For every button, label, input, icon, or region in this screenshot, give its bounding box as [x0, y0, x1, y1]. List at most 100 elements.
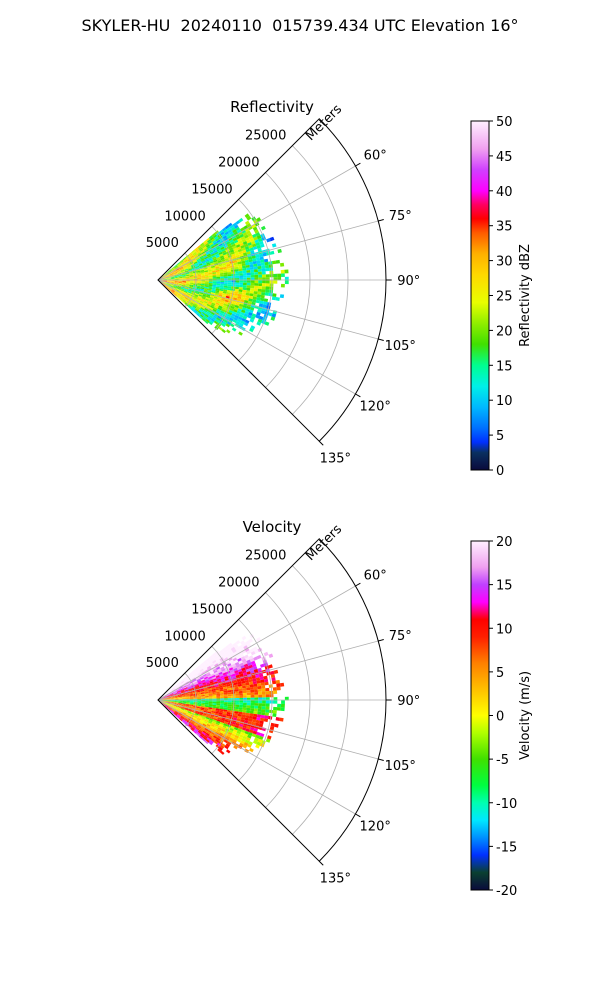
echo-cell: [231, 721, 237, 725]
echo-cell: [169, 272, 174, 275]
echo-cell: [218, 242, 223, 247]
echo-cell: [163, 280, 168, 281]
echo-cell: [212, 654, 218, 659]
echo-cell: [204, 661, 208, 666]
echo-cell: [276, 686, 281, 691]
echo-cell: [187, 710, 192, 713]
echo-cell: [170, 281, 175, 283]
echo-cell: [211, 688, 216, 692]
echo-cell: [221, 679, 226, 682]
echo-cell: [168, 689, 172, 693]
echo-cell: [233, 297, 238, 301]
echo-cell: [211, 290, 216, 294]
echo-cell: [187, 266, 192, 269]
echo-cell: [201, 663, 205, 668]
echo-cell: [217, 315, 222, 320]
echo-cell: [198, 295, 202, 299]
echo-cell: [212, 283, 217, 286]
echo-cell: [170, 703, 175, 706]
echo-cell: [208, 741, 213, 746]
echo-cell: [191, 300, 196, 304]
echo-cell: [189, 704, 194, 707]
echo-cell: [193, 261, 198, 265]
echo-cell: [257, 268, 262, 272]
echo-cell: [228, 237, 233, 242]
echo-cell: [198, 715, 202, 719]
echo-cell: [249, 327, 254, 333]
echo-cell: [248, 235, 254, 240]
echo-cell: [163, 278, 167, 280]
echo-cell: [194, 728, 199, 732]
echo-cell: [159, 280, 164, 281]
echo-cell: [194, 675, 199, 679]
echo-cell: [162, 276, 167, 278]
echo-cell: [166, 695, 171, 697]
echo-cell: [165, 692, 169, 696]
echo-cell: [204, 704, 209, 706]
echo-cell: [186, 300, 191, 304]
echo-cell: [279, 717, 284, 722]
echo-cell: [190, 683, 195, 686]
echo-cell: [187, 711, 192, 714]
azimuth-tick-label: 60°: [364, 149, 387, 164]
echo-cell: [191, 306, 196, 310]
echo-cell: [255, 299, 261, 304]
echo-cell: [166, 694, 170, 697]
echo-cell: [239, 734, 244, 738]
echo-cell: [186, 280, 190, 282]
echo-cell: [197, 717, 201, 721]
echo-cell: [241, 635, 247, 641]
echo-cell: [241, 642, 247, 648]
echo-cell: [214, 303, 219, 308]
echo-cell: [221, 328, 226, 334]
echo-cell: [186, 713, 191, 716]
echo-cell: [176, 682, 181, 685]
echo-cell: [178, 684, 182, 688]
echo-cell: [178, 276, 183, 278]
echo-cell: [228, 657, 233, 662]
azimuth-tick-label: 105°: [385, 759, 416, 774]
echo-cell: [255, 674, 260, 679]
echo-cell: [210, 295, 215, 298]
echo-cell: [239, 695, 244, 698]
echo-cell: [178, 702, 183, 705]
echo-cell: [189, 722, 194, 727]
echo-cell: [231, 704, 236, 707]
echo-cell: [249, 686, 254, 690]
echo-cell: [248, 741, 253, 746]
echo-cell: [196, 689, 201, 692]
echo-cell: [198, 666, 202, 670]
echo-cell: [202, 295, 206, 299]
echo-cell: [180, 267, 184, 271]
echo-cell: [182, 695, 186, 697]
echo-cell: [184, 297, 189, 300]
echo-cell: [205, 732, 210, 737]
echo-cell: [191, 292, 195, 296]
echo-cell: [229, 239, 234, 244]
echo-cell: [249, 261, 254, 265]
echo-cell: [188, 691, 193, 693]
echo-cell: [199, 668, 204, 672]
echo-cell: [200, 288, 205, 291]
echo-cell: [246, 700, 251, 703]
echo-cell: [203, 709, 208, 712]
echo-cell: [232, 642, 238, 647]
echo-cell: [208, 655, 213, 660]
echo-cell: [185, 286, 190, 288]
echo-cell: [177, 270, 181, 273]
echo-cell: [205, 305, 210, 309]
echo-cell: [170, 283, 174, 286]
range-tick-label: 15000: [191, 602, 232, 617]
echo-cell: [163, 280, 168, 281]
echo-cell: [249, 710, 254, 714]
echo-cell: [174, 277, 179, 279]
echo-cell: [193, 272, 197, 275]
echo-cell: [284, 269, 289, 274]
echo-cell: [166, 283, 171, 285]
echo-cell: [248, 678, 253, 683]
echo-cell: [228, 667, 234, 671]
colorbar-label: Reflectivity dBZ: [518, 244, 533, 347]
colorbar-tick-label: 40: [496, 185, 513, 200]
echo-cell: [208, 256, 213, 260]
azimuth-tick-label: 60°: [364, 569, 387, 584]
